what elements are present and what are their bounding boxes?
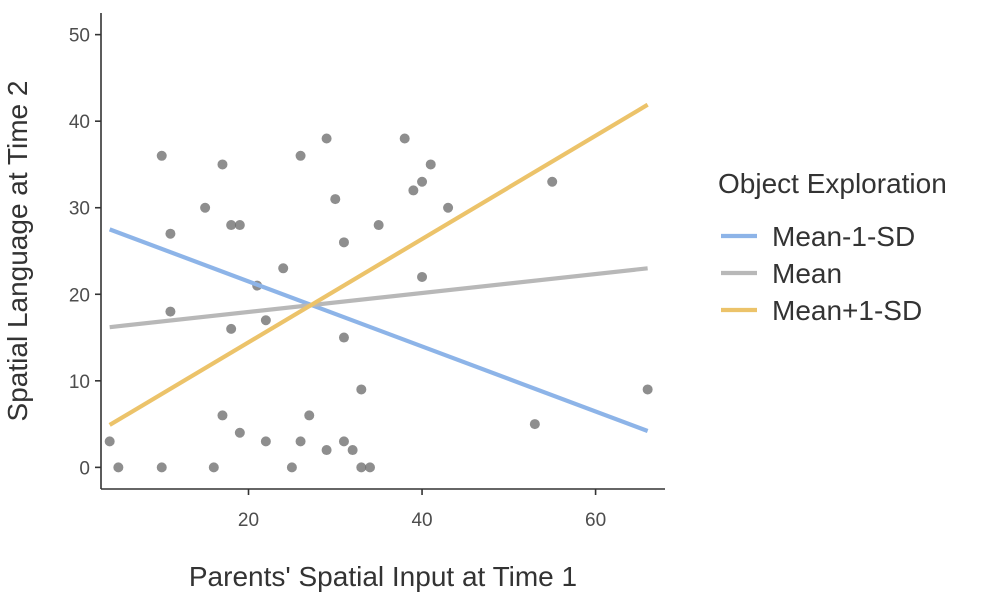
data-point: [338, 237, 349, 248]
data-point: [547, 176, 558, 187]
data-point: [165, 228, 176, 239]
legend-label: Mean: [772, 258, 842, 289]
data-point: [260, 436, 271, 447]
y-tick-label: 10: [69, 372, 90, 393]
data-point: [286, 462, 297, 473]
data-point: [208, 462, 219, 473]
data-point: [417, 176, 428, 187]
data-point: [338, 332, 349, 343]
data-point: [104, 436, 115, 447]
data-point: [417, 271, 428, 282]
data-point: [304, 410, 315, 421]
y-tick-label: 0: [79, 458, 90, 479]
data-point: [425, 159, 436, 170]
data-point: [364, 462, 375, 473]
scatter-points: [104, 133, 653, 473]
data-point: [356, 462, 367, 473]
data-point: [321, 133, 332, 144]
data-point: [113, 462, 124, 473]
y-axis-title: Spatial Language at Time 2: [2, 81, 33, 422]
data-point: [234, 220, 245, 231]
y-tick-label: 40: [69, 112, 90, 133]
data-point: [200, 202, 211, 213]
data-point: [373, 220, 384, 231]
y-tick-label: 30: [69, 199, 90, 220]
data-point: [642, 384, 653, 395]
data-point: [226, 323, 237, 334]
x-axis-title: Parents' Spatial Input at Time 1: [189, 561, 577, 592]
data-point: [321, 445, 332, 456]
data-point: [399, 133, 410, 144]
data-point: [295, 436, 306, 447]
data-point: [356, 384, 367, 395]
data-point: [260, 315, 271, 326]
data-point: [217, 159, 228, 170]
axis-ticks: 20 40 60 0 10 20 30 40 50: [69, 26, 606, 531]
data-point: [330, 194, 341, 205]
y-tick-label: 50: [69, 26, 90, 47]
data-point: [338, 436, 349, 447]
data-point: [443, 202, 454, 213]
x-tick-label: 20: [238, 510, 259, 531]
data-point: [226, 220, 237, 231]
data-point: [217, 410, 228, 421]
series-line: [109, 266, 648, 330]
series-line: [108, 227, 649, 433]
legend-title: Object Exploration: [718, 168, 947, 199]
legend-label: Mean-1-SD: [772, 221, 915, 252]
data-point: [408, 185, 419, 196]
data-point: [234, 427, 245, 438]
y-tick-label: 20: [69, 285, 90, 306]
x-tick-label: 60: [585, 510, 606, 531]
regression-lines: [108, 102, 649, 433]
legend-label: Mean+1-SD: [772, 295, 922, 326]
axes: [100, 13, 665, 490]
data-point: [165, 306, 176, 317]
data-point: [529, 419, 540, 430]
data-point: [295, 150, 306, 161]
series-line: [108, 102, 649, 427]
data-point: [347, 445, 358, 456]
data-point: [156, 150, 167, 161]
data-point: [156, 462, 167, 473]
data-point: [278, 263, 289, 274]
legend: Object Exploration Mean-1-SD Mean Mean+1-S…: [718, 168, 947, 326]
x-tick-label: 40: [411, 510, 432, 531]
